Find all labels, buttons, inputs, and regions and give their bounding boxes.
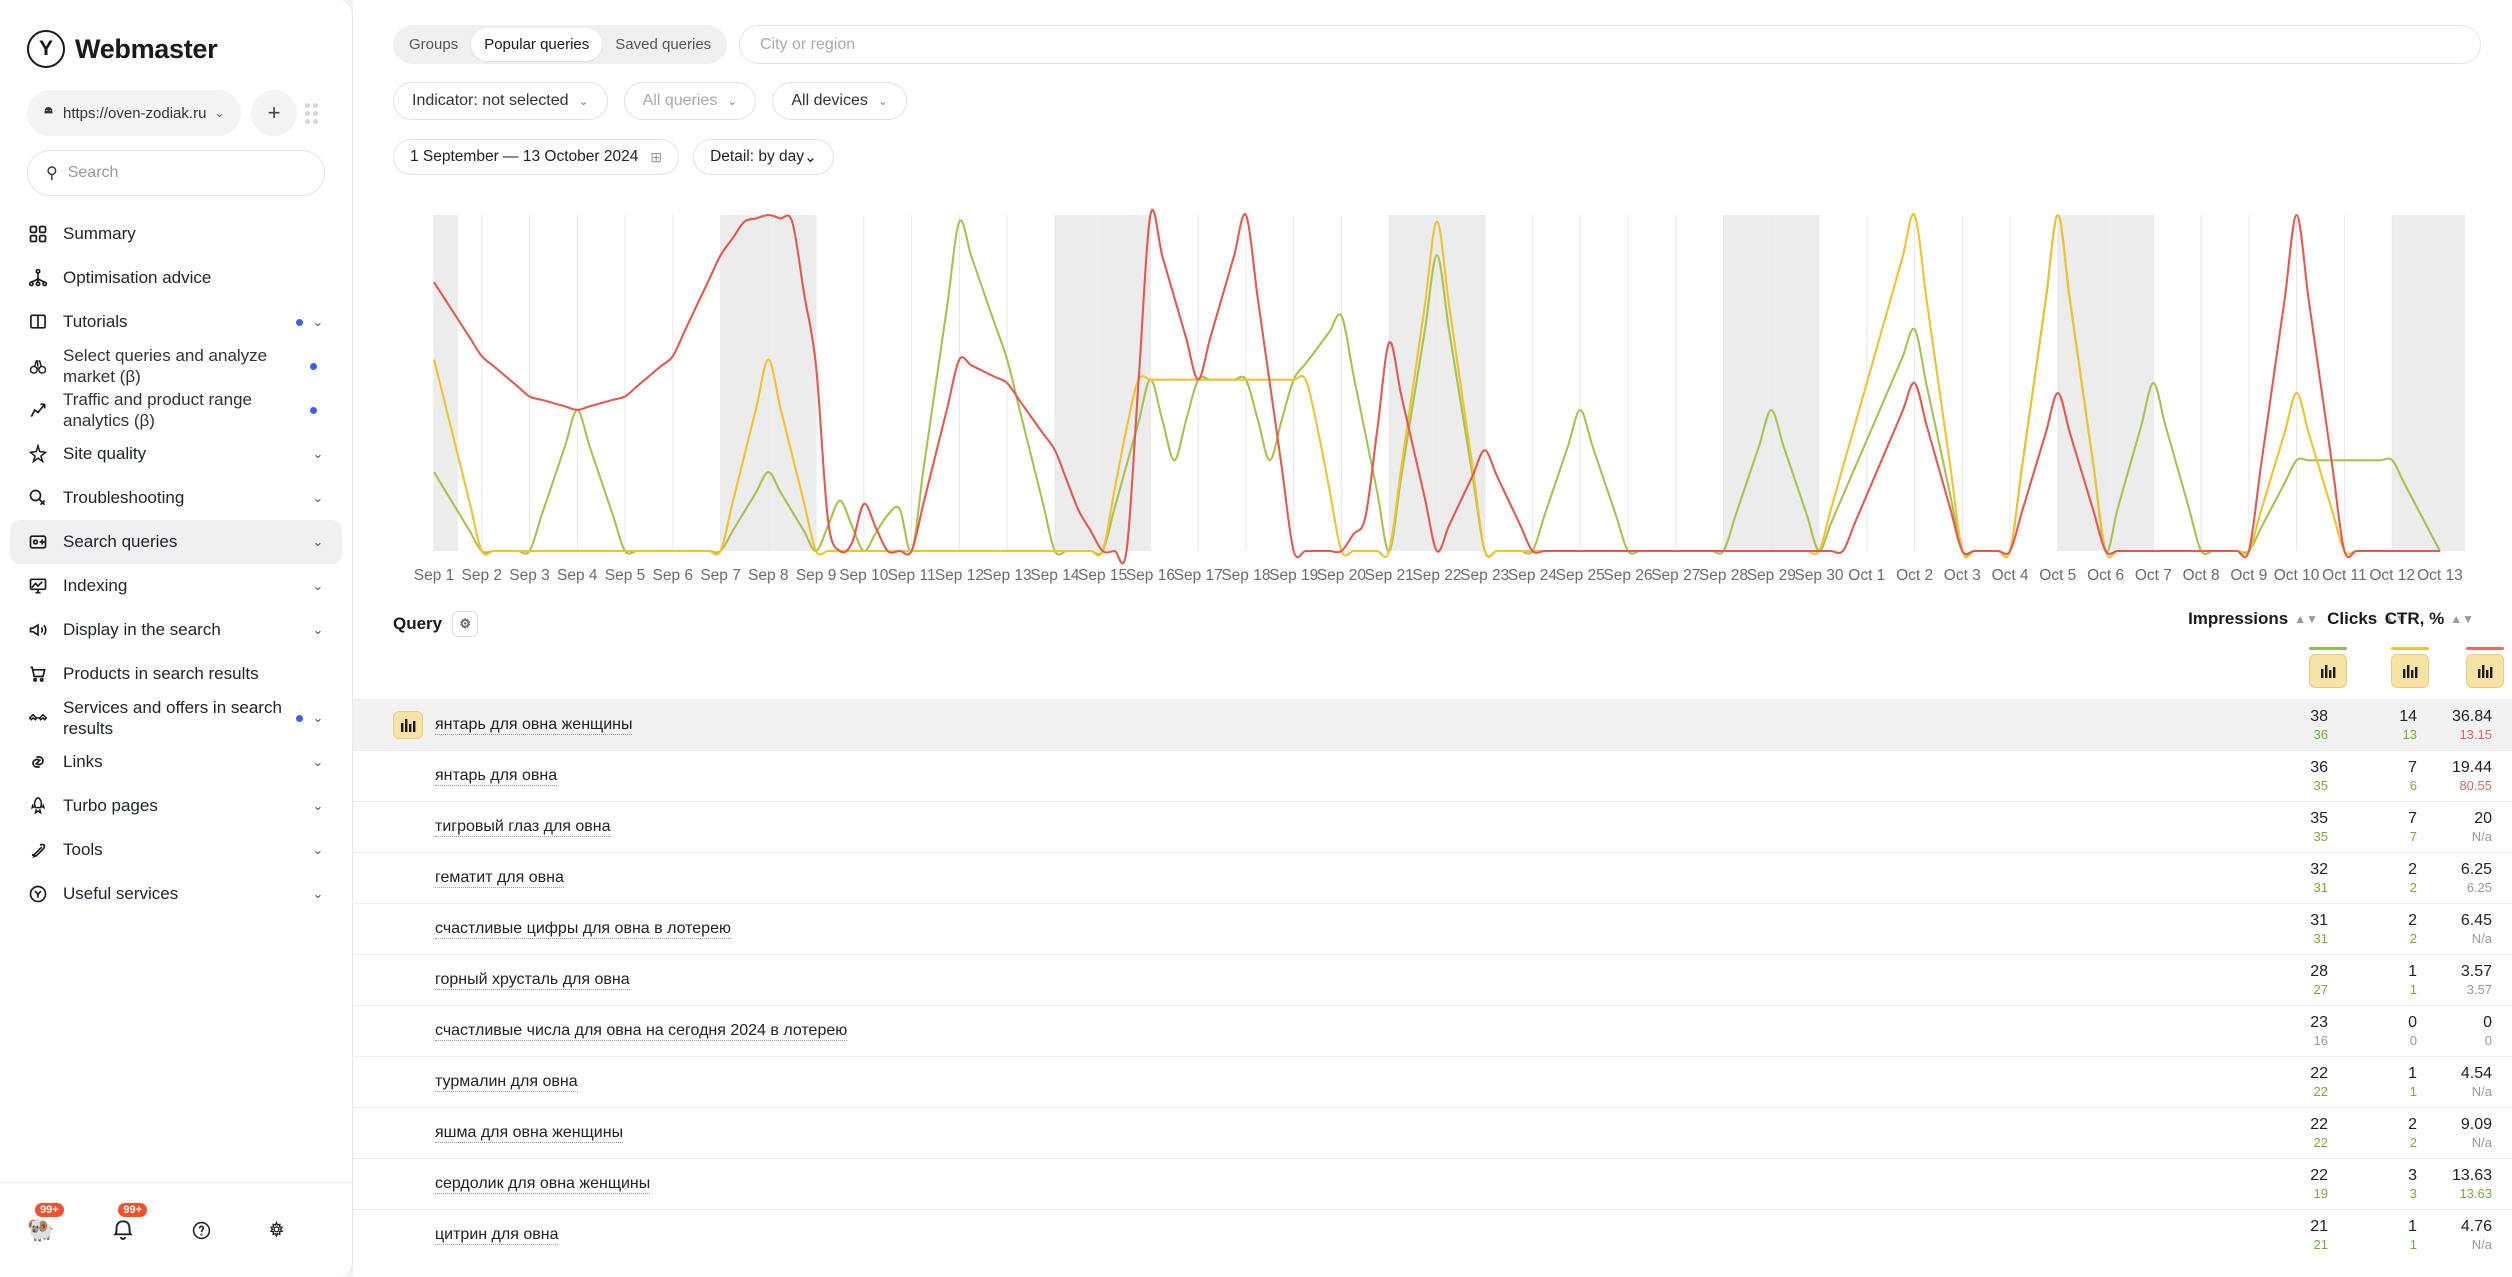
svg-text:Sep 22: Sep 22 xyxy=(1412,567,1461,584)
svg-text:Sep 27: Sep 27 xyxy=(1651,567,1700,584)
svg-text:Oct 13: Oct 13 xyxy=(2417,567,2463,584)
svg-text:Sep 30: Sep 30 xyxy=(1794,567,1844,584)
svg-text:Sep 5: Sep 5 xyxy=(605,567,646,584)
svg-text:Sep 24: Sep 24 xyxy=(1508,567,1558,584)
svg-text:Sep 8: Sep 8 xyxy=(748,567,789,584)
svg-text:Sep 6: Sep 6 xyxy=(653,567,694,584)
svg-text:Oct 9: Oct 9 xyxy=(2230,567,2267,584)
svg-text:Sep 10: Sep 10 xyxy=(839,567,889,584)
svg-text:Oct 3: Oct 3 xyxy=(1944,567,1981,584)
svg-text:Sep 20: Sep 20 xyxy=(1317,567,1367,584)
svg-text:Oct 2: Oct 2 xyxy=(1896,567,1933,584)
svg-text:Oct 10: Oct 10 xyxy=(2274,567,2320,584)
svg-text:Oct 1: Oct 1 xyxy=(1848,567,1885,584)
svg-text:Sep 26: Sep 26 xyxy=(1603,567,1652,584)
svg-text:Sep 3: Sep 3 xyxy=(509,567,550,584)
svg-text:Sep 9: Sep 9 xyxy=(796,567,837,584)
svg-text:Sep 29: Sep 29 xyxy=(1747,567,1796,584)
svg-text:Sep 4: Sep 4 xyxy=(557,567,598,584)
svg-text:Oct 8: Oct 8 xyxy=(2183,567,2220,584)
svg-text:Sep 14: Sep 14 xyxy=(1030,567,1080,584)
svg-text:Sep 1: Sep 1 xyxy=(414,567,455,584)
svg-text:Sep 17: Sep 17 xyxy=(1174,567,1223,584)
svg-text:Sep 28: Sep 28 xyxy=(1699,567,1748,584)
svg-text:Oct 6: Oct 6 xyxy=(2087,567,2124,584)
svg-text:Sep 18: Sep 18 xyxy=(1221,567,1270,584)
svg-text:Sep 12: Sep 12 xyxy=(935,567,984,584)
svg-text:Sep 2: Sep 2 xyxy=(462,567,503,584)
svg-text:Sep 23: Sep 23 xyxy=(1460,567,1509,584)
svg-text:Sep 15: Sep 15 xyxy=(1078,567,1127,584)
svg-text:Sep 11: Sep 11 xyxy=(888,567,936,584)
svg-text:Sep 16: Sep 16 xyxy=(1126,567,1175,584)
svg-text:Oct 7: Oct 7 xyxy=(2135,567,2172,584)
svg-text:Oct 4: Oct 4 xyxy=(1992,567,2029,584)
svg-text:Oct 12: Oct 12 xyxy=(2369,567,2415,584)
svg-text:Sep 25: Sep 25 xyxy=(1556,567,1605,584)
svg-text:Sep 13: Sep 13 xyxy=(983,567,1032,584)
svg-text:Sep 7: Sep 7 xyxy=(700,567,741,584)
svg-text:Sep 21: Sep 21 xyxy=(1365,567,1414,584)
svg-text:Oct 11: Oct 11 xyxy=(2322,567,2367,584)
svg-text:Oct 5: Oct 5 xyxy=(2039,567,2076,584)
svg-text:Sep 19: Sep 19 xyxy=(1269,567,1318,584)
